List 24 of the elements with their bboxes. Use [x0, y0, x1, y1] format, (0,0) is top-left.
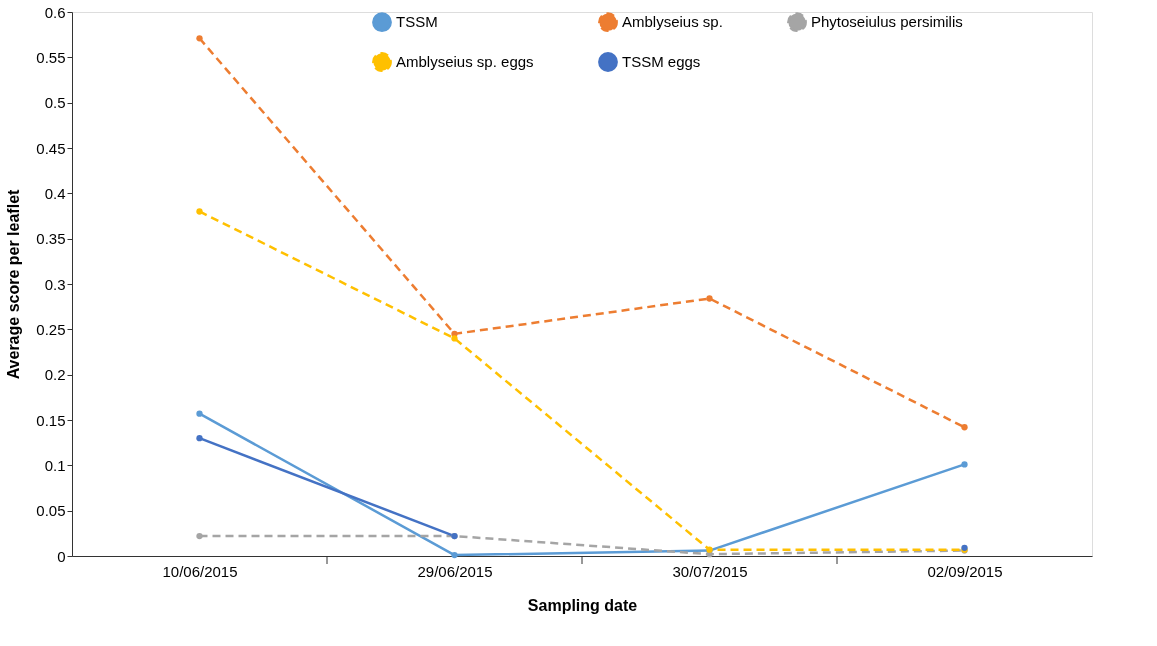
legend-label: TSSM eggs [622, 53, 701, 70]
legend-label: Phytoseiulus persimilis [811, 13, 963, 31]
y-tick-label: 0.4 [44, 184, 66, 202]
y-tick-label: 0.35 [36, 230, 66, 248]
x-tick-label: 02/09/2015 [927, 562, 1003, 580]
y-tick-label: 0.6 [44, 3, 66, 21]
legend-label: Amblyseius sp. eggs [396, 53, 534, 70]
y-tick-label: 0.1 [44, 456, 66, 474]
y-tick-label: 0.25 [36, 320, 66, 338]
y-tick-label: 0.15 [36, 411, 66, 429]
legend-label: TSSM [396, 13, 438, 31]
legend-label: Amblyseius sp. [622, 13, 723, 31]
y-tick-label: 0.2 [44, 366, 66, 384]
y-tick-label: 0.5 [44, 94, 66, 112]
x-tick-label: 10/06/2015 [162, 562, 238, 580]
y-tick-label: 0.45 [36, 139, 66, 157]
y-axis-title: Average score per leaflet [5, 188, 23, 380]
y-tick-label: 0.05 [36, 502, 66, 520]
x-tick-label: 29/06/2015 [417, 562, 493, 580]
x-axis-title: Sampling date [527, 596, 638, 614]
y-tick-label: 0.55 [36, 48, 66, 66]
x-tick-label: 30/07/2015 [672, 562, 748, 580]
y-tick-label: 0.3 [44, 275, 66, 293]
y-tick-label: 0 [57, 547, 66, 565]
